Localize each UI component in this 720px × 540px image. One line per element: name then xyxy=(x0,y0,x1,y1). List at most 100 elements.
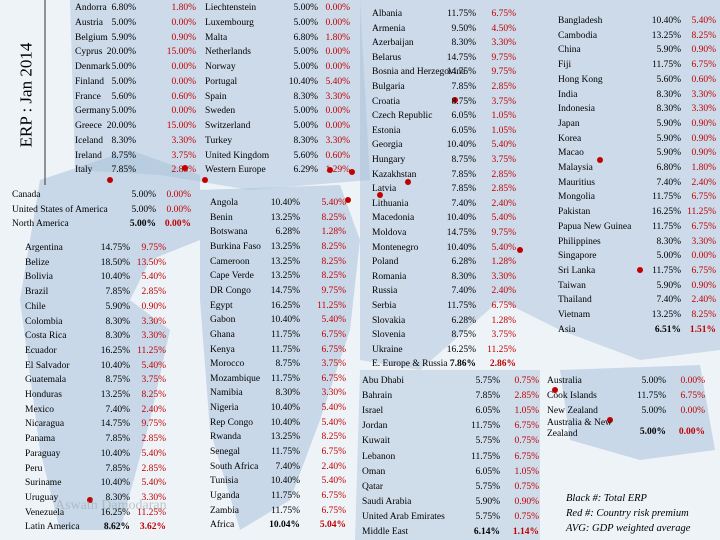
total-erp: 8.30% xyxy=(111,135,136,146)
country-name: Latvia xyxy=(372,184,397,195)
total-erp: 11.75% xyxy=(271,505,300,516)
country-risk-premium: 0.00% xyxy=(691,251,716,262)
total-erp: 8.30% xyxy=(451,38,476,49)
total-erp: 5.00% xyxy=(129,219,156,229)
country-risk-premium: 6.75% xyxy=(321,373,346,384)
total-erp: 5.90% xyxy=(656,118,681,129)
country-name: Kenya xyxy=(210,344,235,355)
total-erp: 5.90% xyxy=(656,45,681,56)
country-name: Uganda xyxy=(210,491,240,501)
country-name: Albania xyxy=(372,9,403,19)
country-risk-premium: 8.25% xyxy=(321,432,346,443)
country-risk-premium: 2.85% xyxy=(141,434,166,445)
total-erp: 14.75% xyxy=(446,52,476,63)
country-risk-premium: 0.90% xyxy=(691,148,716,159)
country-name: Luxembourg xyxy=(205,17,254,28)
country-risk-premium: 5.40% xyxy=(691,16,716,26)
country-risk-premium: 6.75% xyxy=(321,505,346,516)
total-erp: 13.25% xyxy=(270,212,300,223)
country-name: Senegal xyxy=(210,447,241,458)
country-name: Georgia xyxy=(372,140,403,151)
country-risk-premium: 0.00% xyxy=(164,219,191,229)
country-risk-premium: 1.80% xyxy=(325,32,350,43)
country-risk-premium: 0.75% xyxy=(514,511,539,522)
country-name: China xyxy=(558,45,581,56)
country-risk-premium: 6.75% xyxy=(691,192,716,203)
total-erp: 20.00% xyxy=(106,47,136,58)
total-erp: 10.40% xyxy=(651,16,681,26)
total-erp: 9.50% xyxy=(451,23,476,34)
total-erp: 5.90% xyxy=(475,496,500,507)
total-erp: 10.40% xyxy=(270,198,300,208)
country-risk-premium: 8.25% xyxy=(691,30,716,41)
country-name: Ghana xyxy=(210,329,235,340)
country-name: Switzerland xyxy=(205,121,251,131)
country-risk-premium: 0.00% xyxy=(325,106,350,117)
country-name: Lebanon xyxy=(362,451,396,462)
country-risk-premium: 5.40% xyxy=(321,476,346,487)
country-risk-premium: 3.75% xyxy=(141,375,166,386)
country-name: Kuwait xyxy=(362,436,390,447)
total-erp: 6.28% xyxy=(451,257,476,268)
country-risk-premium: 0.90% xyxy=(171,32,196,43)
total-erp: 6.80% xyxy=(111,3,136,13)
country-risk-premium: 2.85% xyxy=(491,184,516,195)
country-name: Kazakhstan xyxy=(372,169,417,180)
country-risk-premium: 0.90% xyxy=(691,118,716,129)
total-erp: 6.14% xyxy=(473,527,500,537)
total-erp: 10.40% xyxy=(100,478,130,489)
country-name: Suriname xyxy=(25,478,62,489)
total-erp: 5.00% xyxy=(293,3,318,13)
total-erp: 13.25% xyxy=(100,390,130,400)
total-erp: 5.00% xyxy=(131,204,156,215)
country-name: Andorra xyxy=(75,3,107,13)
title: ERP : Jan 2014 xyxy=(16,42,36,148)
total-erp: 14.75% xyxy=(446,228,476,238)
country-risk-premium: 5.40% xyxy=(491,213,516,224)
country-risk-premium: 2.40% xyxy=(491,286,516,297)
country-risk-premium: 0.00% xyxy=(325,47,350,58)
country-name: Ukraine xyxy=(372,344,403,355)
total-erp: 7.85% xyxy=(451,82,476,92)
total-erp: 5.00% xyxy=(111,106,136,117)
country-name: Turkey xyxy=(205,135,233,146)
total-erp: 8.30% xyxy=(105,492,130,503)
total-erp: 11.75% xyxy=(652,221,681,232)
country-name: Pakistan xyxy=(558,207,591,218)
total-erp: 8.30% xyxy=(656,236,681,247)
total-erp: 11.75% xyxy=(652,265,681,276)
country-name: United States of America xyxy=(12,204,108,215)
country-name: El Salvador xyxy=(25,360,70,371)
total-erp: 6.28% xyxy=(275,227,300,238)
country-risk-premium: 0.00% xyxy=(325,3,350,13)
total-erp: 11.75% xyxy=(652,192,681,203)
country-name: Mauritius xyxy=(558,177,595,188)
total-erp: 8.75% xyxy=(275,359,300,370)
country-risk-premium: 13.50% xyxy=(136,257,166,268)
country-name: E. Europe & Russia xyxy=(372,359,448,370)
total-erp: 11.75% xyxy=(471,451,500,462)
country-risk-premium: 0.90% xyxy=(691,280,716,291)
total-erp: 11.75% xyxy=(447,9,476,19)
country-name: Hong Kong xyxy=(558,74,603,85)
country-name: Cape Verde xyxy=(210,271,254,282)
country-risk-premium: 0.90% xyxy=(691,133,716,144)
total-erp: 5.60% xyxy=(293,150,318,161)
country-risk-premium: 0.00% xyxy=(171,62,196,72)
total-erp: 5.90% xyxy=(656,280,681,291)
total-erp: 7.85% xyxy=(105,434,130,445)
country-name: Bulgaria xyxy=(372,82,405,92)
country-risk-premium: 3.30% xyxy=(491,271,516,282)
country-risk-premium: 11.25% xyxy=(687,207,716,218)
total-erp: 11.75% xyxy=(271,373,300,384)
total-erp: 7.85% xyxy=(475,391,500,402)
total-erp: 13.25% xyxy=(270,241,300,252)
country-name: Austria xyxy=(75,17,103,28)
country-name: Portugal xyxy=(205,76,238,87)
total-erp: 5.75% xyxy=(475,481,500,492)
country-risk-premium: 3.30% xyxy=(141,316,166,327)
country-name: Paraguay xyxy=(25,448,61,459)
total-erp: 8.30% xyxy=(293,91,318,102)
total-erp: 11.75% xyxy=(471,421,500,432)
